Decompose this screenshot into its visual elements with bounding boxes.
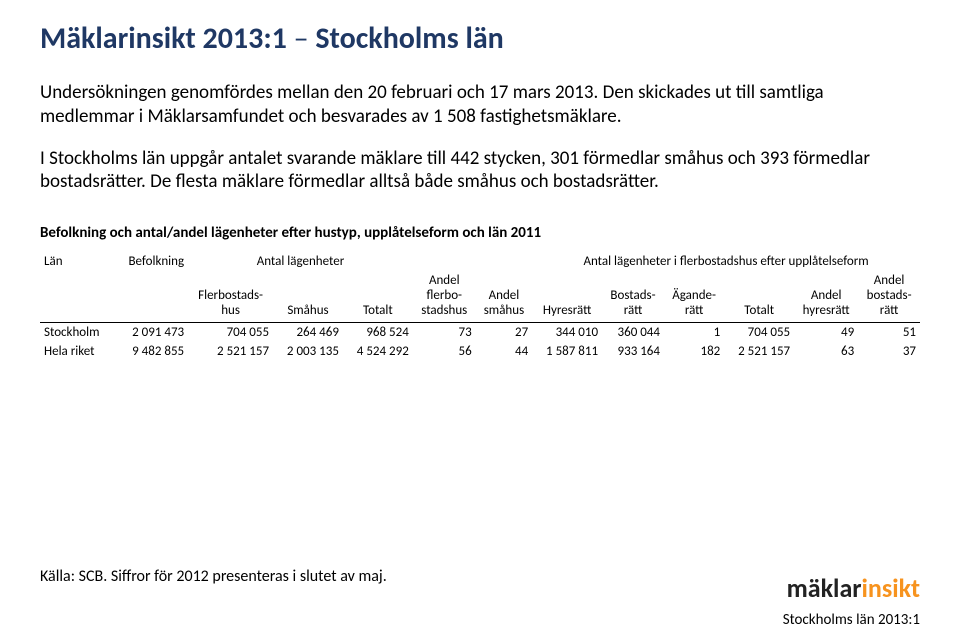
- table-row: Stockholm 2 091 473 704 055 264 469 968 …: [40, 323, 920, 343]
- col-flerbostadshus: Flerbostads- hus: [188, 271, 273, 323]
- col-bostadsratt: Bostads- rätt: [602, 271, 664, 323]
- cell-andel-bostadsratt: 51: [858, 323, 920, 343]
- logo-part1: mäklar: [787, 572, 862, 604]
- col-totalt: Totalt: [343, 271, 413, 323]
- col-andel-bostadsratt: Andel bostads- rätt: [858, 271, 920, 323]
- col-aganderatt: Ägande- rätt: [664, 271, 724, 323]
- logo-part2: insikt: [862, 572, 920, 604]
- cell-totalt: 968 524: [343, 323, 413, 343]
- data-table: Län Befolkning Antal lägenheter Antal lä…: [40, 252, 920, 361]
- col-befolkning: Befolkning: [114, 252, 188, 271]
- logo: mäklarinsikt: [787, 575, 920, 601]
- cell-bostadsratt: 360 044: [602, 323, 664, 343]
- cell-andel-smahus: 27: [476, 323, 532, 343]
- col-totalt2: Totalt: [724, 271, 794, 323]
- cell-totalt2: 704 055: [724, 323, 794, 343]
- source-note: Källa: SCB. Siffror för 2012 presenteras…: [40, 567, 387, 586]
- cell-hyresratt: 344 010: [532, 323, 602, 343]
- intro-paragraph-1: Undersökningen genomfördes mellan den 20…: [40, 81, 920, 129]
- cell-andel-flerbo: 73: [413, 323, 476, 343]
- table-header-row-2: Flerbostads- hus Småhus Totalt Andel fle…: [40, 271, 920, 323]
- cell-andel-hyresratt: 49: [794, 323, 858, 343]
- cell-andel-smahus: 44: [476, 342, 532, 361]
- footer-text: Stockholms län 2013:1: [783, 611, 920, 629]
- col-lan: Län: [40, 252, 114, 271]
- cell-smahus: 264 469: [273, 323, 343, 343]
- cell-flerbostadshus: 2 521 157: [188, 342, 273, 361]
- page-title: Mäklarinsikt 2013:1 – Stockholms län: [40, 20, 920, 57]
- col-antal-lagenheter: Antal lägenheter: [188, 252, 413, 271]
- table-row: Hela riket 9 482 855 2 521 157 2 003 135…: [40, 342, 920, 361]
- cell-flerbostadshus: 704 055: [188, 323, 273, 343]
- col-andel-flerbo: Andel flerbo- stadshus: [413, 271, 476, 323]
- cell-andel-flerbo: 56: [413, 342, 476, 361]
- col-smahus: Småhus: [273, 271, 343, 323]
- title-dash: –: [294, 20, 309, 57]
- cell-hyresratt: 1 587 811: [532, 342, 602, 361]
- cell-lan: Stockholm: [40, 323, 114, 343]
- intro-paragraph-2: I Stockholms län uppgår antalet svarande…: [40, 147, 920, 195]
- cell-befolkning: 9 482 855: [114, 342, 188, 361]
- cell-smahus: 2 003 135: [273, 342, 343, 361]
- cell-aganderatt: 182: [664, 342, 724, 361]
- cell-andel-hyresratt: 63: [794, 342, 858, 361]
- table-header-row-1: Län Befolkning Antal lägenheter Antal lä…: [40, 252, 920, 271]
- col-andel-hyresratt: Andel hyresrätt: [794, 271, 858, 323]
- cell-lan: Hela riket: [40, 342, 114, 361]
- cell-befolkning: 2 091 473: [114, 323, 188, 343]
- cell-bostadsratt: 933 164: [602, 342, 664, 361]
- title-part2: Stockholms län: [309, 20, 504, 57]
- table-subheading: Befolkning och antal/andel lägenheter ef…: [40, 224, 920, 242]
- cell-aganderatt: 1: [664, 323, 724, 343]
- cell-totalt: 4 524 292: [343, 342, 413, 361]
- title-part1: Mäklarinsikt 2013:1: [40, 20, 294, 57]
- cell-andel-bostadsratt: 37: [858, 342, 920, 361]
- col-antal-flerbostad: Antal lägenheter i flerbostadshus efter …: [532, 252, 920, 271]
- col-hyresratt: Hyresrätt: [532, 271, 602, 323]
- cell-totalt2: 2 521 157: [724, 342, 794, 361]
- col-andel-smahus: Andel småhus: [476, 271, 532, 323]
